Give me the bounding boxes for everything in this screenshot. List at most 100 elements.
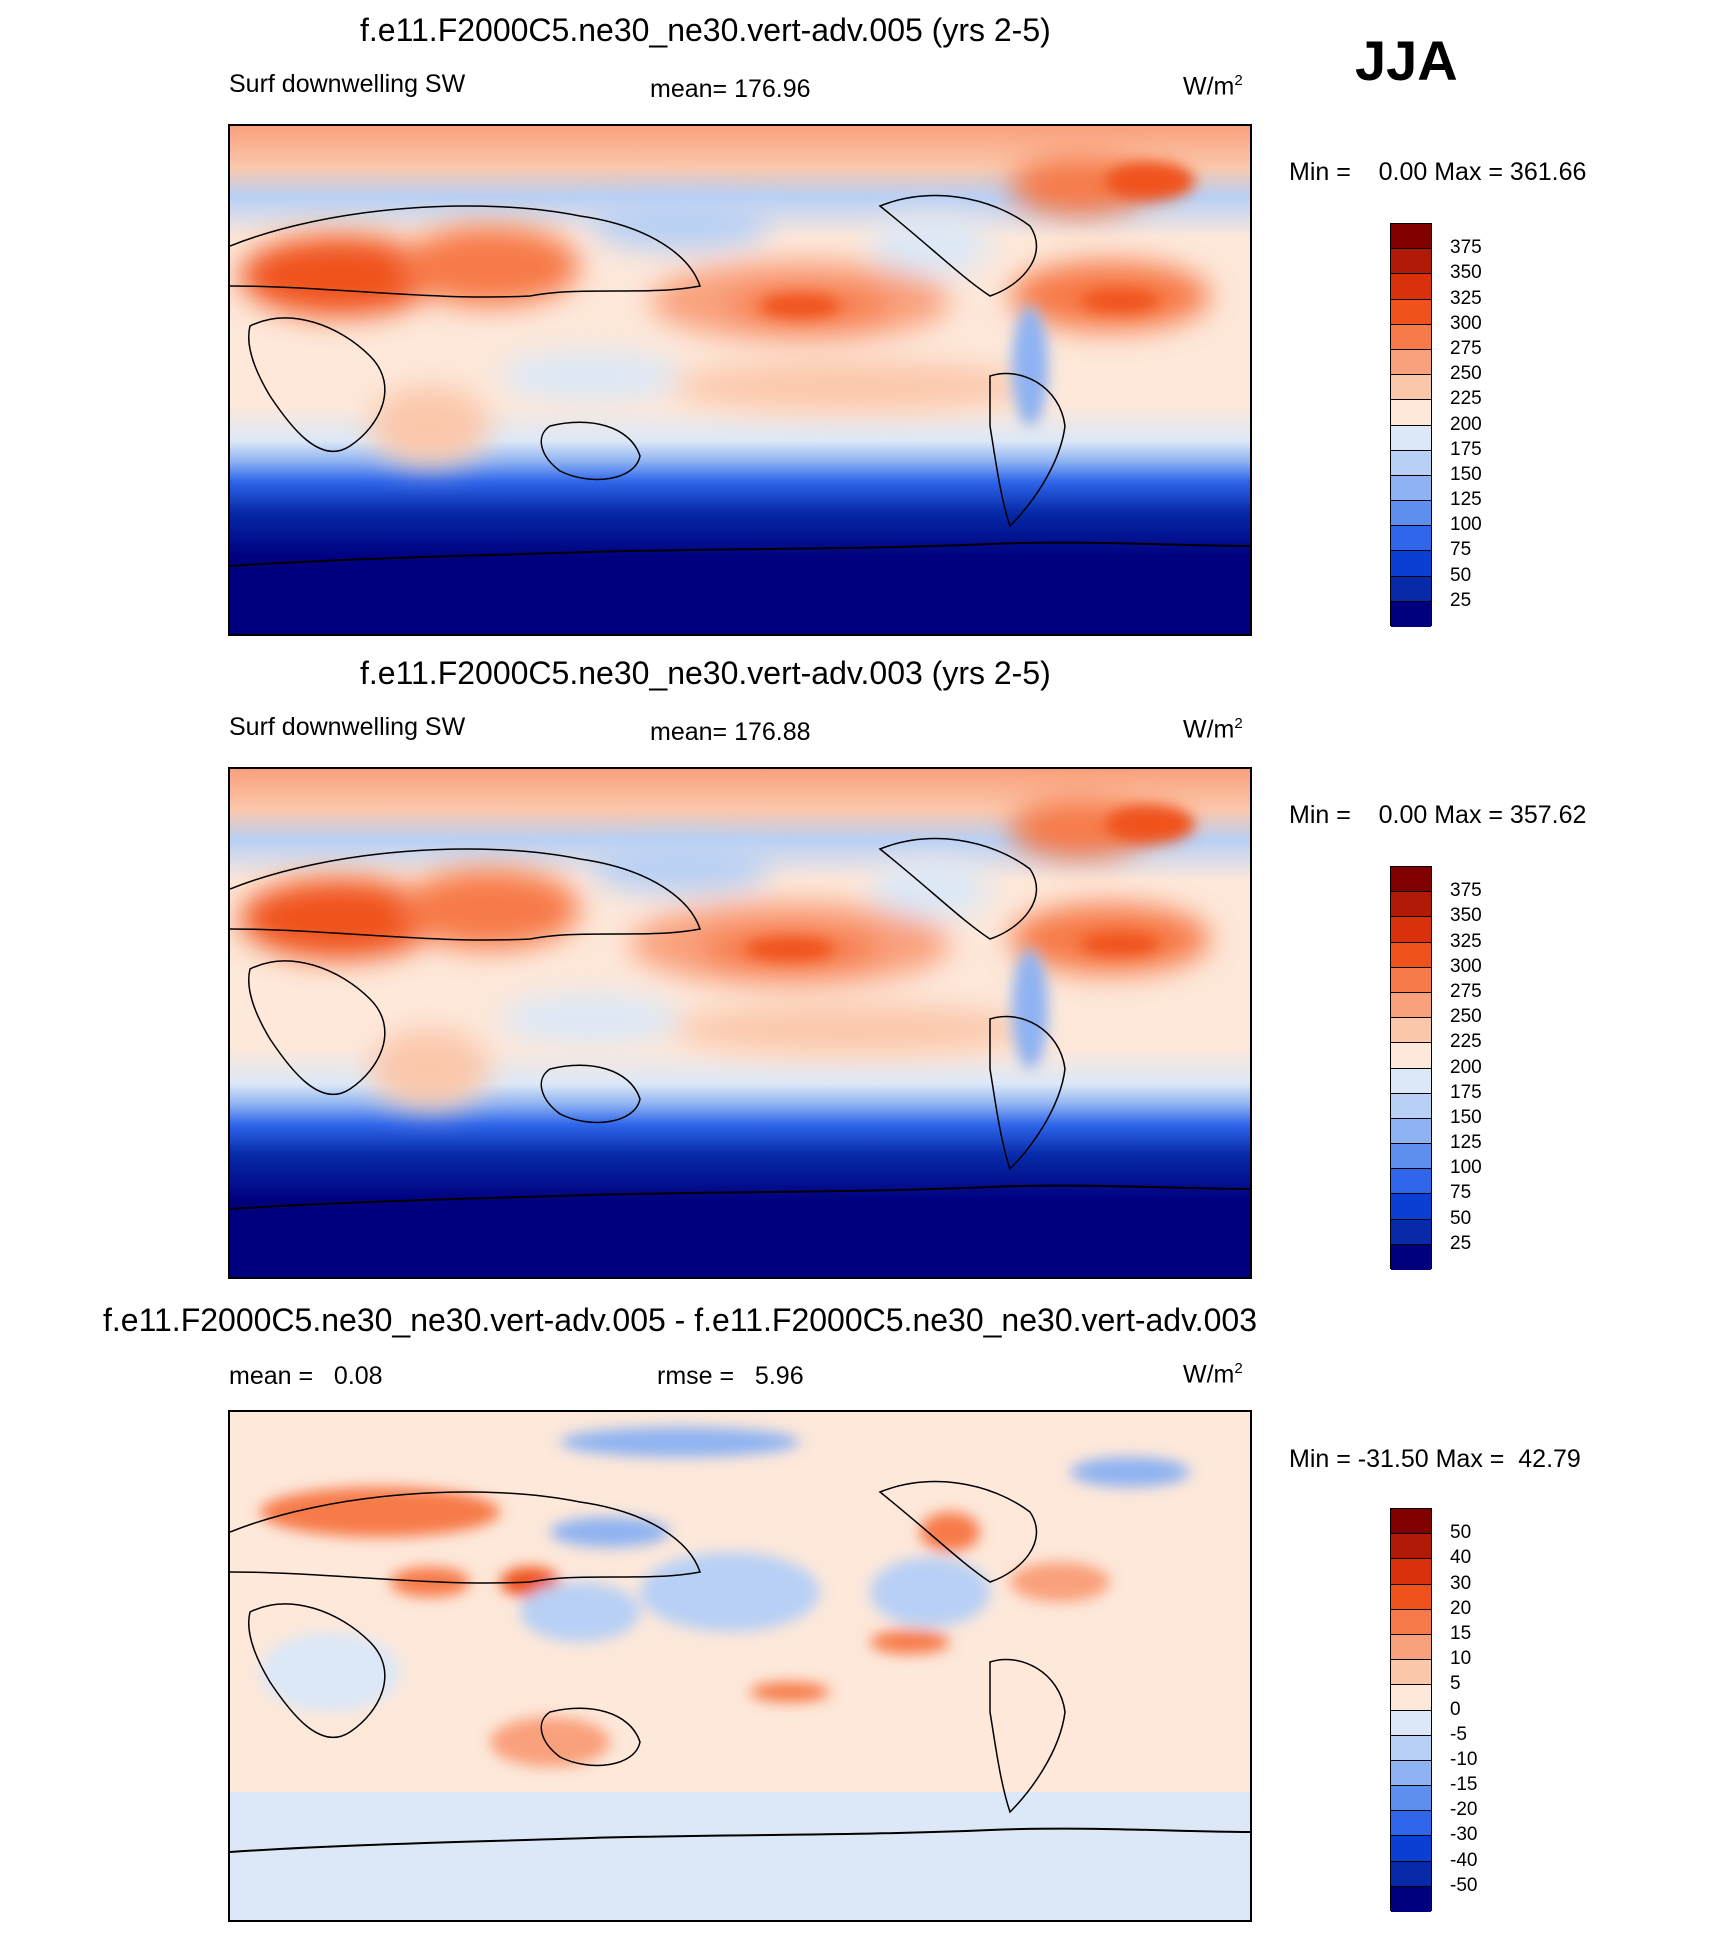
colorbar-tick-label: 25: [1450, 589, 1472, 611]
colorbar-tick-label: 125: [1450, 489, 1482, 511]
colorbar-tick-label: 75: [1450, 1182, 1472, 1204]
colorbar-tick-label: -10: [1450, 1748, 1478, 1770]
panel-3-mean: mean = 0.08: [229, 1362, 383, 1390]
colorbar-swatch: [1391, 1118, 1431, 1145]
colorbar-swatch: [1391, 1169, 1431, 1195]
colorbar-swatch: [1391, 1093, 1431, 1119]
panel-2-colorbar-swatches: [1390, 866, 1432, 1270]
colorbar-tick-label: 5: [1450, 1673, 1461, 1695]
colorbar-tick-label: 15: [1450, 1622, 1472, 1644]
colorbar-tick-label: 40: [1450, 1547, 1472, 1569]
colorbar-swatch: [1391, 967, 1431, 993]
colorbar-swatch: [1391, 400, 1431, 426]
colorbar-swatch: [1391, 249, 1431, 275]
colorbar-swatch: [1391, 349, 1431, 376]
colorbar-tick-label: 275: [1450, 337, 1482, 359]
colorbar-tick-label: -20: [1450, 1799, 1478, 1821]
colorbar-swatch: [1391, 1735, 1431, 1761]
panel-2-units: W/m2: [1183, 715, 1243, 744]
colorbar-tick-label: 20: [1450, 1597, 1472, 1619]
colorbar-tick-label: 25: [1450, 1232, 1472, 1254]
colorbar-swatch: [1391, 601, 1431, 627]
colorbar-tick-label: 350: [1450, 262, 1482, 284]
colorbar-swatch: [1391, 892, 1431, 918]
colorbar-tick-label: -15: [1450, 1774, 1478, 1796]
panel-2-mean: mean= 176.88: [650, 718, 811, 746]
colorbar-swatch: [1391, 1559, 1431, 1585]
colorbar-swatch: [1391, 1836, 1431, 1862]
colorbar-swatch: [1391, 1861, 1431, 1887]
colorbar-swatch: [1391, 1068, 1431, 1094]
panel-2-title: f.e11.F2000C5.ne30_ne30.vert-adv.003 (yr…: [360, 655, 1051, 691]
colorbar-swatch: [1391, 224, 1431, 250]
colorbar-swatch: [1391, 1660, 1431, 1686]
panel-2-minmax: Min = 0.00 Max = 357.62: [1289, 801, 1587, 829]
panel-2-variable: Surf downwelling SW: [229, 713, 466, 741]
colorbar-swatch: [1391, 299, 1431, 325]
colorbar-swatch: [1391, 475, 1431, 502]
colorbar-tick-label: 100: [1450, 1157, 1482, 1179]
colorbar-tick-label: 50: [1450, 564, 1472, 586]
colorbar-swatch: [1391, 425, 1431, 451]
colorbar-swatch: [1391, 1244, 1431, 1270]
colorbar-tick-label: 10: [1450, 1648, 1472, 1670]
colorbar-swatch: [1391, 1144, 1431, 1170]
colorbar-swatch: [1391, 917, 1431, 943]
colorbar-swatch: [1391, 1886, 1431, 1912]
colorbar-swatch: [1391, 1509, 1431, 1535]
colorbar-swatch: [1391, 551, 1431, 577]
colorbar-tick-label: -5: [1450, 1723, 1467, 1745]
panel-1-units: W/m2: [1183, 72, 1243, 101]
panel-2-map: [228, 767, 1252, 1279]
colorbar-swatch: [1391, 576, 1431, 602]
colorbar-swatch: [1391, 1194, 1431, 1220]
panel-3-minmax: Min = -31.50 Max = 42.79: [1289, 1445, 1581, 1473]
panel-3-rmse: rmse = 5.96: [657, 1362, 804, 1390]
colorbar-tick-label: -30: [1450, 1824, 1478, 1846]
colorbar-tick-label: 200: [1450, 413, 1482, 435]
colorbar-tick-label: 325: [1450, 287, 1482, 309]
colorbar-swatch: [1391, 1685, 1431, 1711]
colorbar-swatch: [1391, 992, 1431, 1019]
season-label: JJA: [1355, 29, 1458, 92]
colorbar-swatch: [1391, 1609, 1431, 1635]
colorbar-swatch: [1391, 1634, 1431, 1661]
colorbar-tick-label: 375: [1450, 237, 1482, 259]
colorbar-tick-label: 225: [1450, 388, 1482, 410]
colorbar-tick-label: 100: [1450, 514, 1482, 536]
colorbar-swatch: [1391, 1786, 1431, 1812]
colorbar-tick-label: 30: [1450, 1572, 1472, 1594]
colorbar-tick-label: 150: [1450, 1106, 1482, 1128]
colorbar-swatch: [1391, 274, 1431, 300]
colorbar-swatch: [1391, 450, 1431, 476]
colorbar-swatch: [1391, 1760, 1431, 1787]
colorbar-tick-label: 375: [1450, 880, 1482, 902]
colorbar-tick-label: 275: [1450, 980, 1482, 1002]
panel-1-colorbar-swatches: [1390, 223, 1432, 627]
panel-3-colorbar-swatches: [1390, 1508, 1432, 1912]
colorbar-tick-label: 125: [1450, 1132, 1482, 1154]
colorbar-swatch: [1391, 1710, 1431, 1736]
colorbar-swatch: [1391, 1043, 1431, 1069]
colorbar-swatch: [1391, 1534, 1431, 1560]
colorbar-tick-label: -50: [1450, 1874, 1478, 1896]
panel-3-map: [228, 1410, 1252, 1922]
colorbar-swatch: [1391, 375, 1431, 401]
colorbar-tick-label: 300: [1450, 312, 1482, 334]
colorbar-swatch: [1391, 867, 1431, 893]
colorbar-swatch: [1391, 1018, 1431, 1044]
colorbar-tick-label: 300: [1450, 955, 1482, 977]
colorbar-swatch: [1391, 1584, 1431, 1610]
colorbar-tick-label: 350: [1450, 905, 1482, 927]
panel-3-title: f.e11.F2000C5.ne30_ne30.vert-adv.005 - f…: [103, 1302, 1257, 1338]
colorbar-tick-label: -40: [1450, 1849, 1478, 1871]
colorbar-tick-label: 150: [1450, 463, 1482, 485]
panel-2-colorbar: 375 350 325 300 275 250 225 200 175 150 125 100 75 50…: [1390, 866, 1500, 1270]
colorbar-tick-label: 325: [1450, 930, 1482, 952]
colorbar-swatch: [1391, 1811, 1431, 1837]
colorbar-swatch: [1391, 501, 1431, 527]
colorbar-tick-label: 75: [1450, 539, 1472, 561]
colorbar-tick-label: 175: [1450, 438, 1482, 460]
colorbar-tick-label: 225: [1450, 1031, 1482, 1053]
colorbar-tick-label: 50: [1450, 1207, 1472, 1229]
